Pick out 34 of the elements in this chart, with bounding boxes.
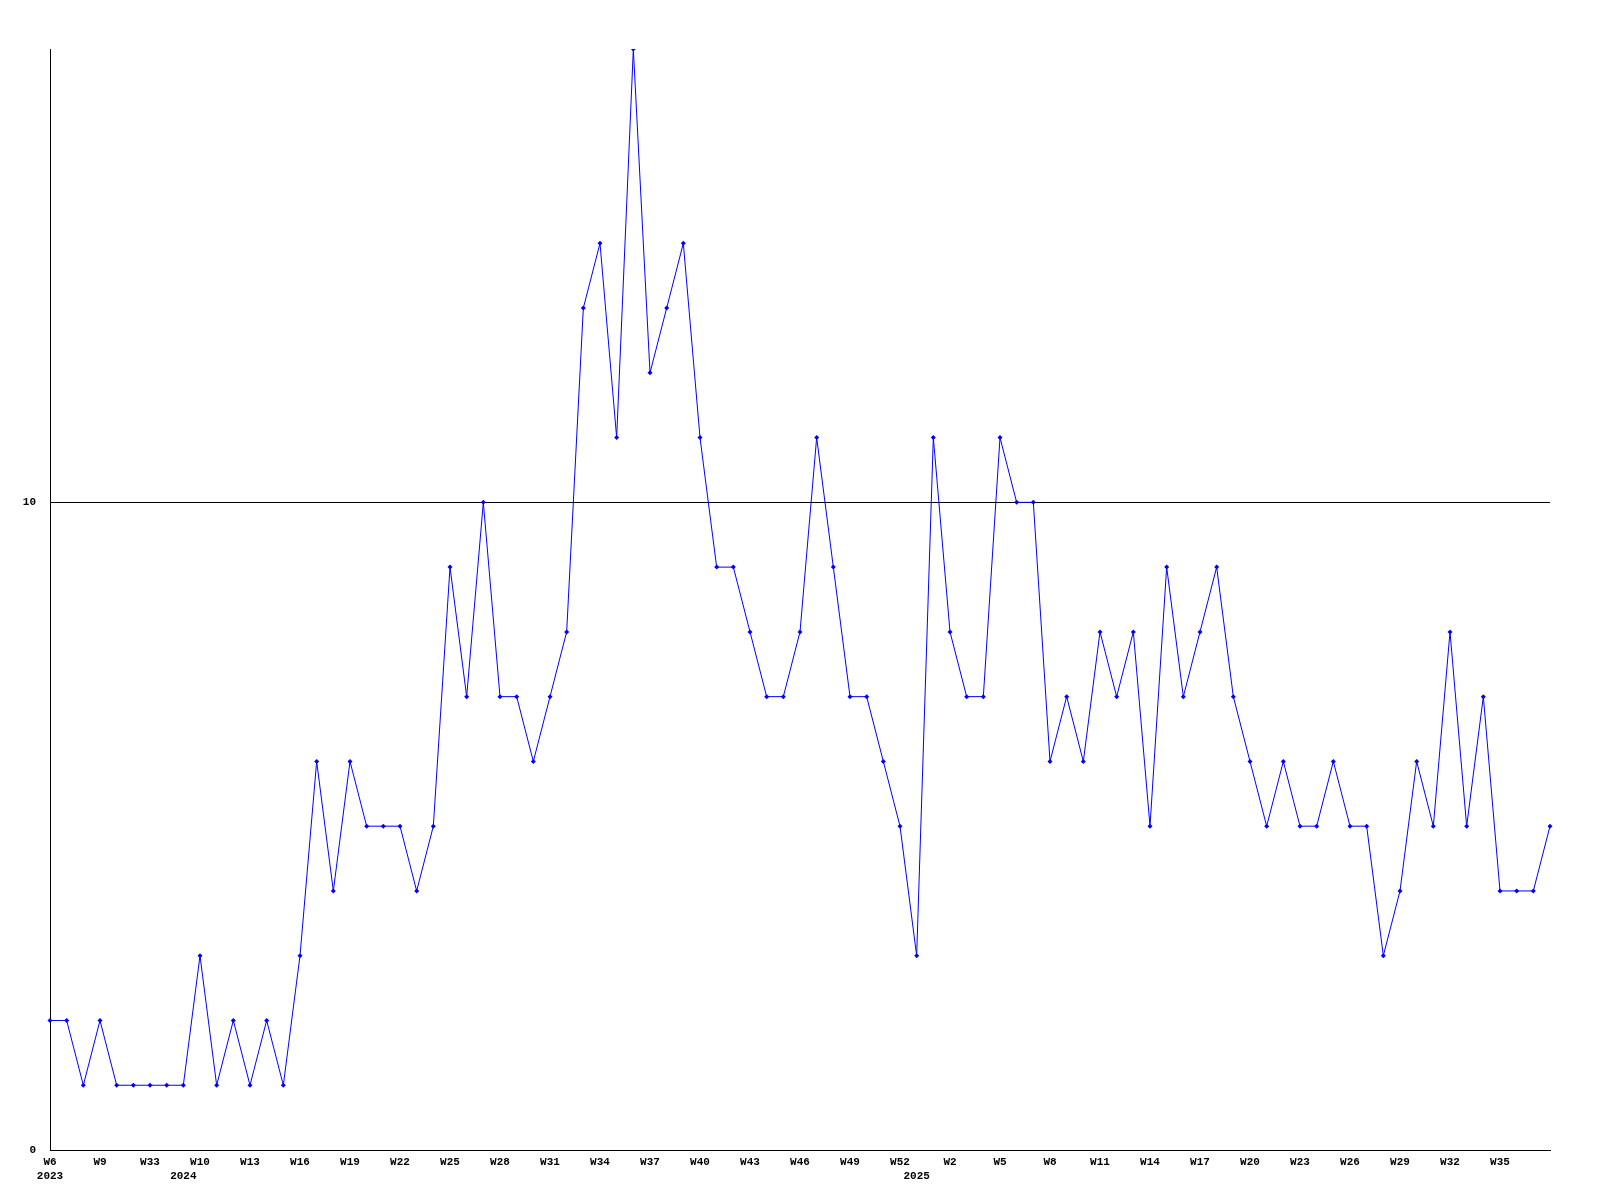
x-tick-label: 2025 xyxy=(903,1169,931,1182)
x-tick-label: W16 xyxy=(290,1156,310,1169)
x-tick-label: W23 xyxy=(1290,1156,1311,1169)
x-tick-label: W31 xyxy=(540,1156,561,1169)
x-tick-label: W2 xyxy=(943,1156,957,1169)
x-tick-label: W28 xyxy=(490,1156,511,1169)
x-tick-label: W9 xyxy=(93,1156,107,1169)
x-tick-label: W19 xyxy=(340,1156,360,1169)
y-tick-label: 10 xyxy=(22,496,36,509)
x-tick-label: W8 xyxy=(1043,1156,1057,1169)
x-tick-label: W40 xyxy=(690,1156,710,1169)
x-tick-label: W11 xyxy=(1090,1156,1111,1169)
x-tick-label: W34 xyxy=(590,1156,611,1169)
x-tick-label: W43 xyxy=(740,1156,761,1169)
x-tick-label: W37 xyxy=(640,1156,660,1169)
x-tick-label: W33 xyxy=(140,1156,161,1169)
x-tick-label: W13 xyxy=(240,1156,261,1169)
x-tick-label: W49 xyxy=(840,1156,860,1169)
x-tick-label: W5 xyxy=(993,1156,1007,1169)
x-tick-label: W22 xyxy=(390,1156,410,1169)
x-tick-label: W32 xyxy=(1440,1156,1460,1169)
x-tick-label: W25 xyxy=(440,1156,461,1169)
x-tick-label: W52 xyxy=(890,1156,910,1169)
y-tick-label: 0 xyxy=(29,1143,36,1156)
x-tick-label: W35 xyxy=(1490,1156,1511,1169)
x-tick-label: 2024 xyxy=(170,1169,197,1182)
x-tick-label: W20 xyxy=(1240,1156,1260,1169)
x-tick-label: W46 xyxy=(790,1156,810,1169)
x-tick-label: W6 2023 xyxy=(36,1156,64,1182)
x-tick-label: W17 xyxy=(1190,1156,1210,1169)
x-tick-label: W29 xyxy=(1390,1156,1410,1169)
x-tick-label: W14 xyxy=(1140,1156,1161,1169)
x-tick-label: W10 xyxy=(190,1156,210,1169)
x-tick-label: W26 xyxy=(1340,1156,1360,1169)
